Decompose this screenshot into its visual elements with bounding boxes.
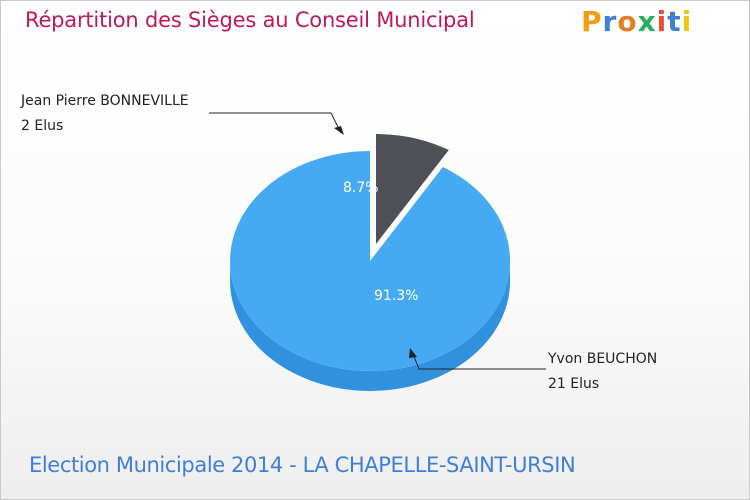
arrow-head-beuchon (409, 348, 417, 358)
logo-letter: r (602, 5, 618, 38)
logo-letter: o (617, 5, 638, 38)
logo-letter: P (581, 5, 603, 38)
pie-slice-beuchon (230, 150, 511, 371)
leader-line-bonneville (209, 112, 342, 134)
logo-letter: i (656, 5, 668, 38)
logo-letter: i (681, 5, 693, 38)
legend-label-bonneville: Jean Pierre BONNEVILLE (20, 93, 189, 109)
legend-seats-bonneville: 2 Elus (21, 118, 63, 134)
legend-label-beuchon: Yvon BEUCHON (547, 351, 657, 367)
leader-line-beuchon (412, 353, 546, 370)
election-footer: Election Municipale 2014 - LA CHAPELLE-S… (29, 453, 576, 477)
percent-label-beuchon: 91.3% (374, 288, 418, 304)
chart-title: Répartition des Sièges au Conseil Munici… (25, 8, 475, 32)
proxiti-logo: Proxiti (581, 5, 692, 38)
logo-letter: x (637, 5, 657, 38)
arrow-head-bonneville (334, 126, 344, 135)
pie-slice-bonneville (376, 134, 449, 244)
percent-label-bonneville: 8.7% (343, 180, 379, 196)
logo-letter: t (667, 5, 682, 38)
legend-seats-beuchon: 21 Elus (548, 376, 599, 392)
pie-side-beuchon (230, 260, 511, 391)
